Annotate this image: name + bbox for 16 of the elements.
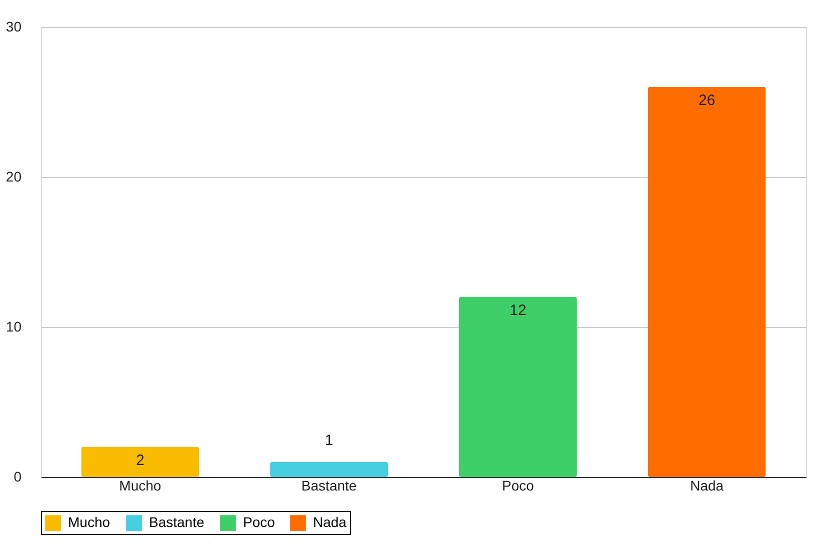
legend-label: Poco (243, 514, 276, 530)
x-tick-label: Nada (690, 478, 724, 494)
data-label: 26 (698, 92, 716, 109)
y-tick-label: 10 (6, 318, 22, 334)
x-tick-label: Bastante (301, 478, 357, 494)
data-label: 2 (136, 452, 144, 469)
x-tick-label: Poco (502, 478, 534, 494)
y-tick-label: 20 (6, 168, 22, 184)
legend-label: Mucho (68, 514, 110, 530)
data-label: 12 (510, 302, 526, 319)
legend-label: Nada (313, 514, 347, 530)
data-label: 1 (324, 432, 334, 449)
y-tick-label: 30 (6, 18, 22, 34)
x-tick-label: Mucho (119, 478, 162, 494)
y-tick-label: 0 (14, 468, 22, 484)
legend-label: Bastante (149, 514, 204, 530)
